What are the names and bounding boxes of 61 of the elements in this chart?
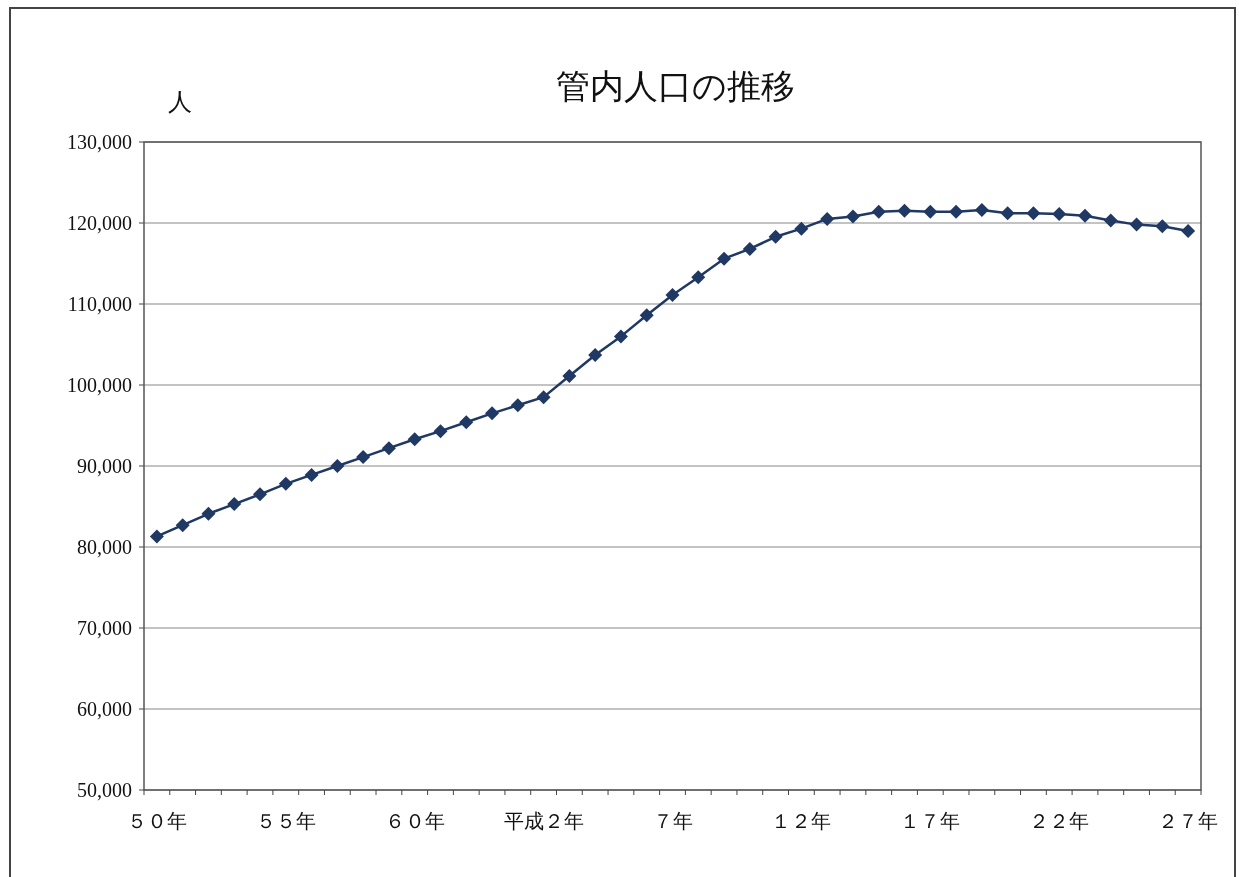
x-tick-label: １２年	[771, 810, 832, 832]
point	[974, 203, 989, 218]
point	[1052, 207, 1067, 222]
x-tick-label: ５０年	[126, 810, 187, 832]
point	[562, 369, 577, 384]
point	[407, 432, 422, 447]
point	[794, 221, 809, 236]
point	[897, 203, 912, 218]
point	[1077, 208, 1092, 223]
point	[871, 204, 886, 219]
point	[1026, 206, 1041, 221]
y-tick-label: 110,000	[67, 293, 132, 315]
point	[820, 211, 835, 226]
y-tick-label: 90,000	[77, 455, 132, 477]
point	[1103, 213, 1118, 228]
y-tick-label: 100,000	[67, 374, 132, 396]
point	[278, 476, 293, 491]
point	[304, 467, 319, 482]
point	[330, 459, 345, 473]
y-tick-label: 50,000	[77, 779, 132, 801]
y-tick-label: 70,000	[77, 617, 132, 639]
x-tick-label: ７年	[652, 810, 693, 832]
point	[536, 390, 551, 405]
point	[742, 241, 757, 256]
point	[717, 251, 732, 266]
y-tick-label: 80,000	[77, 536, 132, 558]
point	[639, 308, 654, 323]
point	[923, 204, 938, 219]
x-tick-label: ２２年	[1029, 810, 1090, 832]
y-tick-label: 120,000	[67, 212, 132, 234]
point	[588, 348, 603, 363]
point	[433, 424, 448, 439]
point	[845, 209, 860, 224]
x-tick-label: 平成２年	[503, 810, 584, 832]
y-tick-label: 60,000	[77, 698, 132, 720]
point	[356, 450, 371, 465]
y-axis-title: 人	[168, 89, 192, 115]
x-tick-label: ５５年	[255, 810, 316, 832]
x-tick-label: ２７年	[1158, 810, 1219, 832]
point	[149, 529, 164, 544]
y-tick-label: 130,000	[67, 131, 132, 153]
point	[175, 518, 190, 533]
point	[768, 229, 783, 244]
point	[1129, 217, 1144, 232]
point	[691, 270, 706, 285]
point	[227, 497, 242, 512]
point	[1155, 219, 1170, 234]
x-tick-label: １７年	[900, 810, 961, 832]
chart-title: 管内人口の推移	[555, 68, 795, 105]
point	[253, 487, 268, 502]
point	[1181, 224, 1196, 239]
point	[949, 204, 964, 219]
point	[381, 441, 396, 456]
point	[201, 506, 216, 521]
point	[613, 329, 628, 344]
point	[1000, 206, 1015, 221]
point	[485, 406, 500, 421]
point	[665, 288, 680, 303]
point	[510, 398, 525, 413]
x-tick-label: ６０年	[384, 810, 445, 832]
point	[459, 415, 474, 430]
